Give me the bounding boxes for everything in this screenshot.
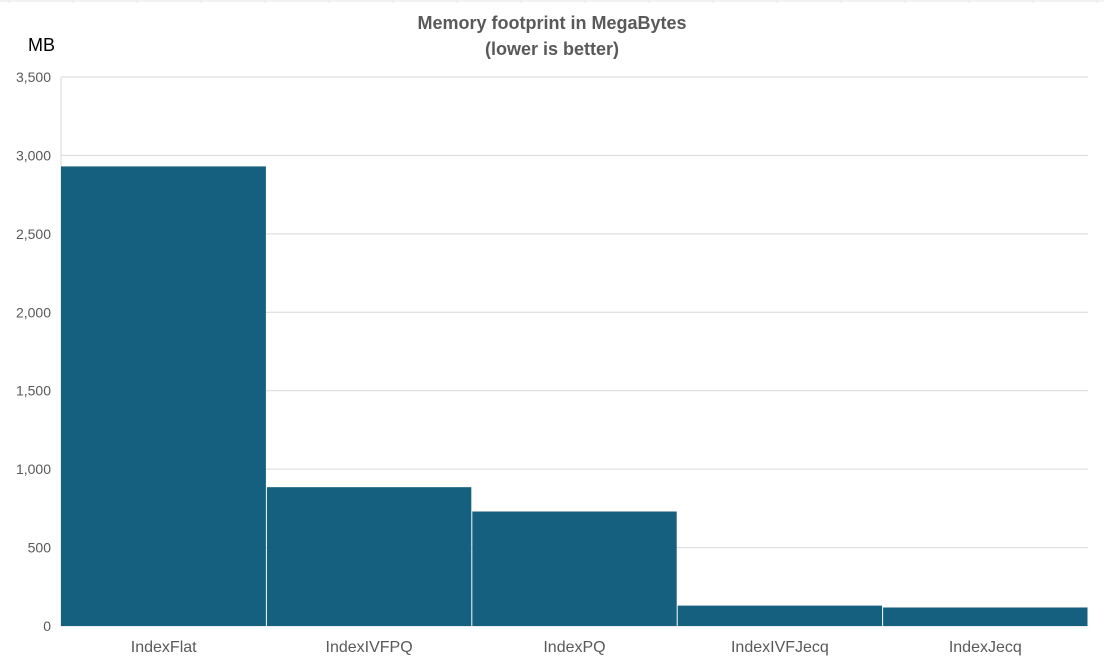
y-tick-label: 1,000 xyxy=(16,461,51,477)
x-tick-label: IndexFlat xyxy=(131,639,197,656)
x-tick-label: IndexPQ xyxy=(543,639,605,656)
bar-indexivfjecq xyxy=(677,605,883,626)
y-tick-label: 2,000 xyxy=(16,304,51,320)
y-axis-label: MB xyxy=(28,35,55,55)
y-tick-label: 1,500 xyxy=(16,383,51,399)
y-axis-ticks: 0 500 1,000 1,500 2,000 2,500 3,000 3,500 xyxy=(16,69,51,634)
bar-indexjecq xyxy=(883,607,1088,626)
bar-series xyxy=(61,166,1088,626)
bar-indexpq xyxy=(472,511,677,626)
chart-subtitle: (lower is better) xyxy=(485,39,619,59)
y-tick-label: 3,500 xyxy=(16,69,51,85)
y-tick-label: 500 xyxy=(28,540,52,556)
bar-indexflat xyxy=(61,166,266,626)
x-tick-label: IndexIVFPQ xyxy=(326,639,413,656)
y-tick-label: 2,500 xyxy=(16,226,51,242)
x-axis-ticks: IndexFlat IndexIVFPQ IndexPQ IndexIVFJecq In… xyxy=(131,639,1022,656)
y-tick-label: 0 xyxy=(43,618,51,634)
spreadsheet-gridlines xyxy=(0,0,1104,3)
chart-title: Memory footprint in MegaBytes xyxy=(417,13,686,33)
x-tick-label: IndexJecq xyxy=(949,639,1022,656)
x-tick-label: IndexIVFJecq xyxy=(731,639,829,656)
y-tick-label: 3,000 xyxy=(16,147,51,163)
bar-indexivfpq xyxy=(266,487,472,626)
